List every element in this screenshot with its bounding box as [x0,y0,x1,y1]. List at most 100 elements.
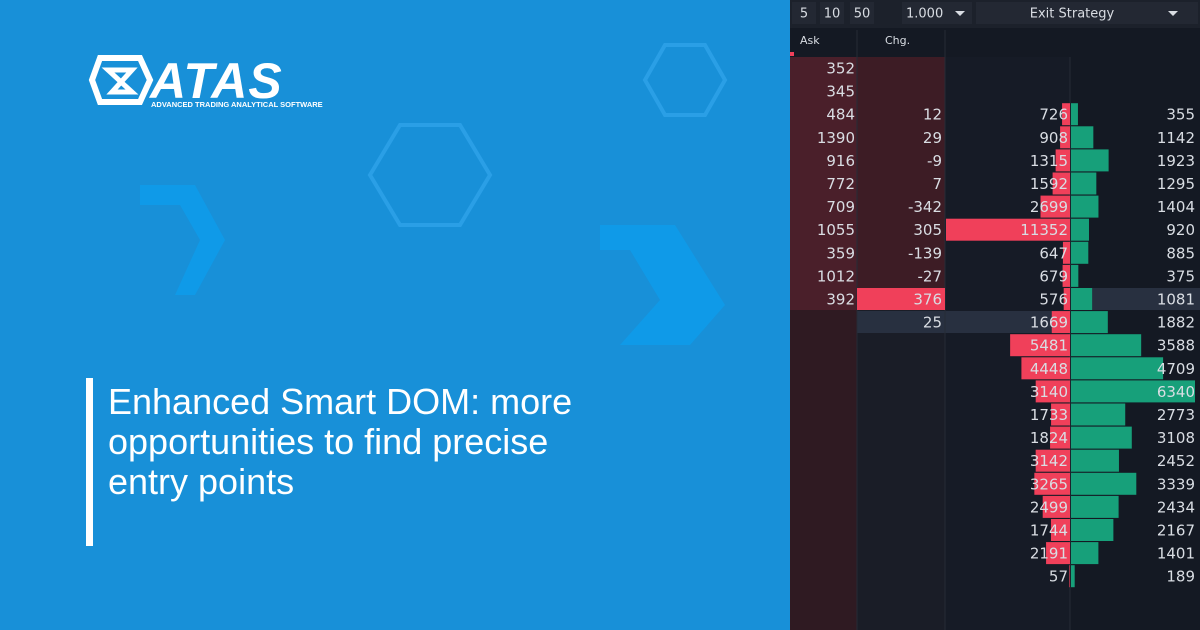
ask-volume-bar [1071,218,1089,241]
ask-volume-bar [1071,126,1094,149]
ask-value: 352 [826,60,855,78]
ask-volume-bar [1071,542,1099,565]
bid-volume-bar [1060,126,1070,149]
bid-volume: 5481 [1030,337,1068,355]
ask-volume: 1081 [1157,291,1195,309]
ask-volume: 355 [1166,106,1195,124]
size-value: 1.000 [906,7,943,22]
bid-volume: 2191 [1030,545,1068,563]
ask-volume: 1401 [1157,545,1195,563]
bid-volume-bar [1063,288,1070,310]
dropdown-arrow [1168,11,1178,16]
change-value: 29 [923,129,942,147]
ask-volume-bar [1071,495,1119,518]
ask-volume-bar [1071,311,1108,334]
toolbar-button-label: 50 [854,7,871,22]
ask-value: 484 [826,106,855,124]
banner: ATAS ADVANCED TRADING ANALYTICAL SOFTWAR… [86,43,728,546]
headline-line: opportunities to find precise [108,421,549,462]
ask-value: 359 [826,244,855,262]
bid-volume-bar [1051,311,1070,334]
ask-volume-bar [1071,103,1078,126]
bid-volume: 1733 [1030,406,1068,424]
bid-volume-bar [1035,380,1070,403]
bid-volume: 1669 [1030,314,1068,332]
ask-value: 345 [826,83,855,101]
change-value: 305 [913,221,942,239]
bid-volume-bar [1035,449,1070,472]
ask-volume-bar [1071,357,1164,380]
ask-volume: 375 [1166,267,1195,285]
change-value: 376 [913,291,942,309]
toolbar-button-label: 5 [800,7,808,22]
bid-volume: 4448 [1030,360,1068,378]
ask-volume-bar [1071,519,1114,541]
dropdown-arrow [955,11,965,16]
change-value: 25 [923,314,942,332]
size-dropdown[interactable] [902,2,972,24]
ask-value: 1012 [817,267,855,285]
bid-volume: 1592 [1030,175,1068,193]
ask-volume: 2434 [1157,498,1195,516]
ask-value: 709 [826,198,855,216]
ask-volume: 3588 [1157,337,1195,355]
ask-volume-bar [1071,172,1097,195]
ask-volume: 3339 [1157,475,1195,493]
toolbar-button[interactable] [850,2,874,24]
ask-volume-bar [1071,334,1142,357]
ask-value: 1055 [817,221,855,239]
ask-value: 392 [826,291,855,309]
ask-value: 916 [826,152,855,170]
ask-volume: 4709 [1157,360,1195,378]
ask-volume: 1923 [1157,152,1195,170]
ask-volume: 1404 [1157,198,1195,216]
bid-volume: 726 [1039,106,1068,124]
bid-volume-bar [1062,241,1070,264]
bid-volume: 1744 [1030,522,1068,540]
ask-volume: 189 [1166,568,1195,586]
bid-volume: 1824 [1030,429,1068,447]
dom-panel: 5 10 50 1.000 Exit Strategy Ask Chg. 352 345 484 1… [790,0,1200,630]
bid-volume: 576 [1039,291,1068,309]
change-value: -27 [918,267,943,285]
bid-volume: 11352 [1020,221,1068,239]
bid-volume: 2499 [1030,498,1068,516]
ask-volume: 1142 [1157,129,1195,147]
logo-tagline: ADVANCED TRADING ANALYTICAL SOFTWARE [151,100,323,109]
ask-volume: 3108 [1157,429,1195,447]
bid-volume-bar [1040,195,1070,218]
bid-volume-bar [1055,149,1070,172]
ask-volume-bar [1071,472,1137,495]
strategy-dropdown[interactable] [976,2,1198,24]
ask-volume: 2773 [1157,406,1195,424]
ask-value: 772 [826,175,855,193]
strategy-label: Exit Strategy [1030,7,1115,22]
toolbar-button-label: 10 [824,7,841,22]
ask-volume-bar [1071,264,1079,287]
ask-value: 1390 [817,129,855,147]
bid-volume-bar [946,218,1070,241]
column-header: Chg. [885,34,910,47]
toolbar-button[interactable] [820,2,844,24]
ask-volume-bar [1071,565,1075,588]
headline-line: entry points [108,461,295,502]
bid-volume: 2699 [1030,198,1068,216]
logo-name: ATAS [150,53,283,109]
ask-volume: 885 [1166,244,1195,262]
change-highlight [857,288,945,310]
bid-volume-bar [1046,542,1070,565]
bid-volume: 3142 [1030,452,1068,470]
ask-volume: 1882 [1157,314,1195,332]
ask-volume: 1295 [1157,175,1195,193]
ask-volume: 920 [1166,221,1195,239]
accent-bar [86,378,93,546]
bid-volume-bar [1051,403,1070,426]
column-header: Ask [800,34,820,47]
ask-volume-bar [1071,380,1195,403]
bid-volume-bar [1042,495,1070,518]
bid-volume-bar [1021,357,1070,380]
bid-volume: 57 [1049,568,1068,586]
bid-volume-bar [1062,103,1070,126]
toolbar-button[interactable] [792,2,816,24]
ask-volume-bar [1071,195,1099,218]
